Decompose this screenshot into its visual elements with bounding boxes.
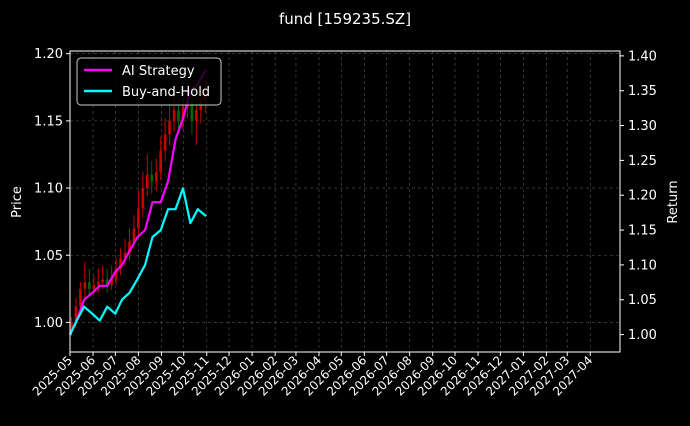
candle-body [137, 208, 140, 229]
y-right-tick-label: 1.20 [628, 189, 657, 204]
y-right-tick-label: 1.10 [628, 258, 657, 273]
candle-body [101, 279, 105, 283]
candle-body [105, 279, 109, 285]
candlesticks [70, 80, 207, 336]
y-left-tick-label: 1.05 [34, 249, 63, 264]
candle-body [96, 282, 100, 285]
series-line-ai-strategy [69, 69, 207, 336]
candle-body [195, 110, 198, 121]
candle-body [70, 322, 73, 331]
candle-body [83, 282, 87, 289]
y-axis-left-label: Price [10, 186, 25, 218]
y-left-tick-label: 1.10 [34, 182, 63, 197]
candle-body [114, 268, 118, 280]
candle-body [181, 107, 185, 121]
candle-body [150, 174, 154, 182]
series-lines [69, 69, 207, 336]
candle-body [177, 110, 180, 121]
plot-frame [69, 50, 621, 353]
candle-body [92, 284, 96, 289]
candle-body [172, 110, 176, 121]
y-right-tick-label: 1.35 [628, 84, 657, 99]
y-right-tick-label: 1.15 [628, 224, 657, 239]
series-line-buy-and-hold [69, 187, 207, 336]
candle-body [88, 282, 91, 289]
candle-body [132, 228, 136, 242]
candle-body [74, 306, 78, 323]
candle-body [159, 150, 162, 172]
y-right-tick-label: 1.30 [628, 119, 657, 134]
y-right-tick-label: 1.25 [628, 154, 657, 169]
y-right-tick-label: 1.40 [628, 49, 657, 64]
y-left-tick-label: 1.20 [34, 47, 63, 62]
candle-body [141, 188, 145, 209]
legend: AI Strategy Buy-and-Hold [76, 57, 222, 106]
y-left-tick-label: 1.00 [34, 316, 63, 331]
legend-box [76, 57, 222, 106]
chart-title: fund [159235.SZ] [279, 10, 411, 28]
y-right-tick-label: 1.00 [628, 328, 657, 343]
candle-body [168, 120, 171, 135]
candle-body [119, 257, 122, 269]
candle-body [110, 279, 113, 285]
candle-body [190, 100, 194, 121]
candle-body [128, 241, 131, 253]
y-axis-right-label: Return [666, 180, 681, 223]
candle-body [145, 174, 149, 189]
y-left-tick-label: 1.15 [34, 114, 63, 129]
legend-label-buy-and-hold: Buy-and-Hold [122, 85, 210, 100]
candle-body [79, 288, 82, 307]
legend-label-ai-strategy: AI Strategy [122, 64, 195, 79]
y-right-tick-label: 1.05 [628, 293, 657, 308]
candle-body [163, 134, 167, 151]
candle-body [123, 252, 127, 258]
candle-body [154, 171, 158, 182]
